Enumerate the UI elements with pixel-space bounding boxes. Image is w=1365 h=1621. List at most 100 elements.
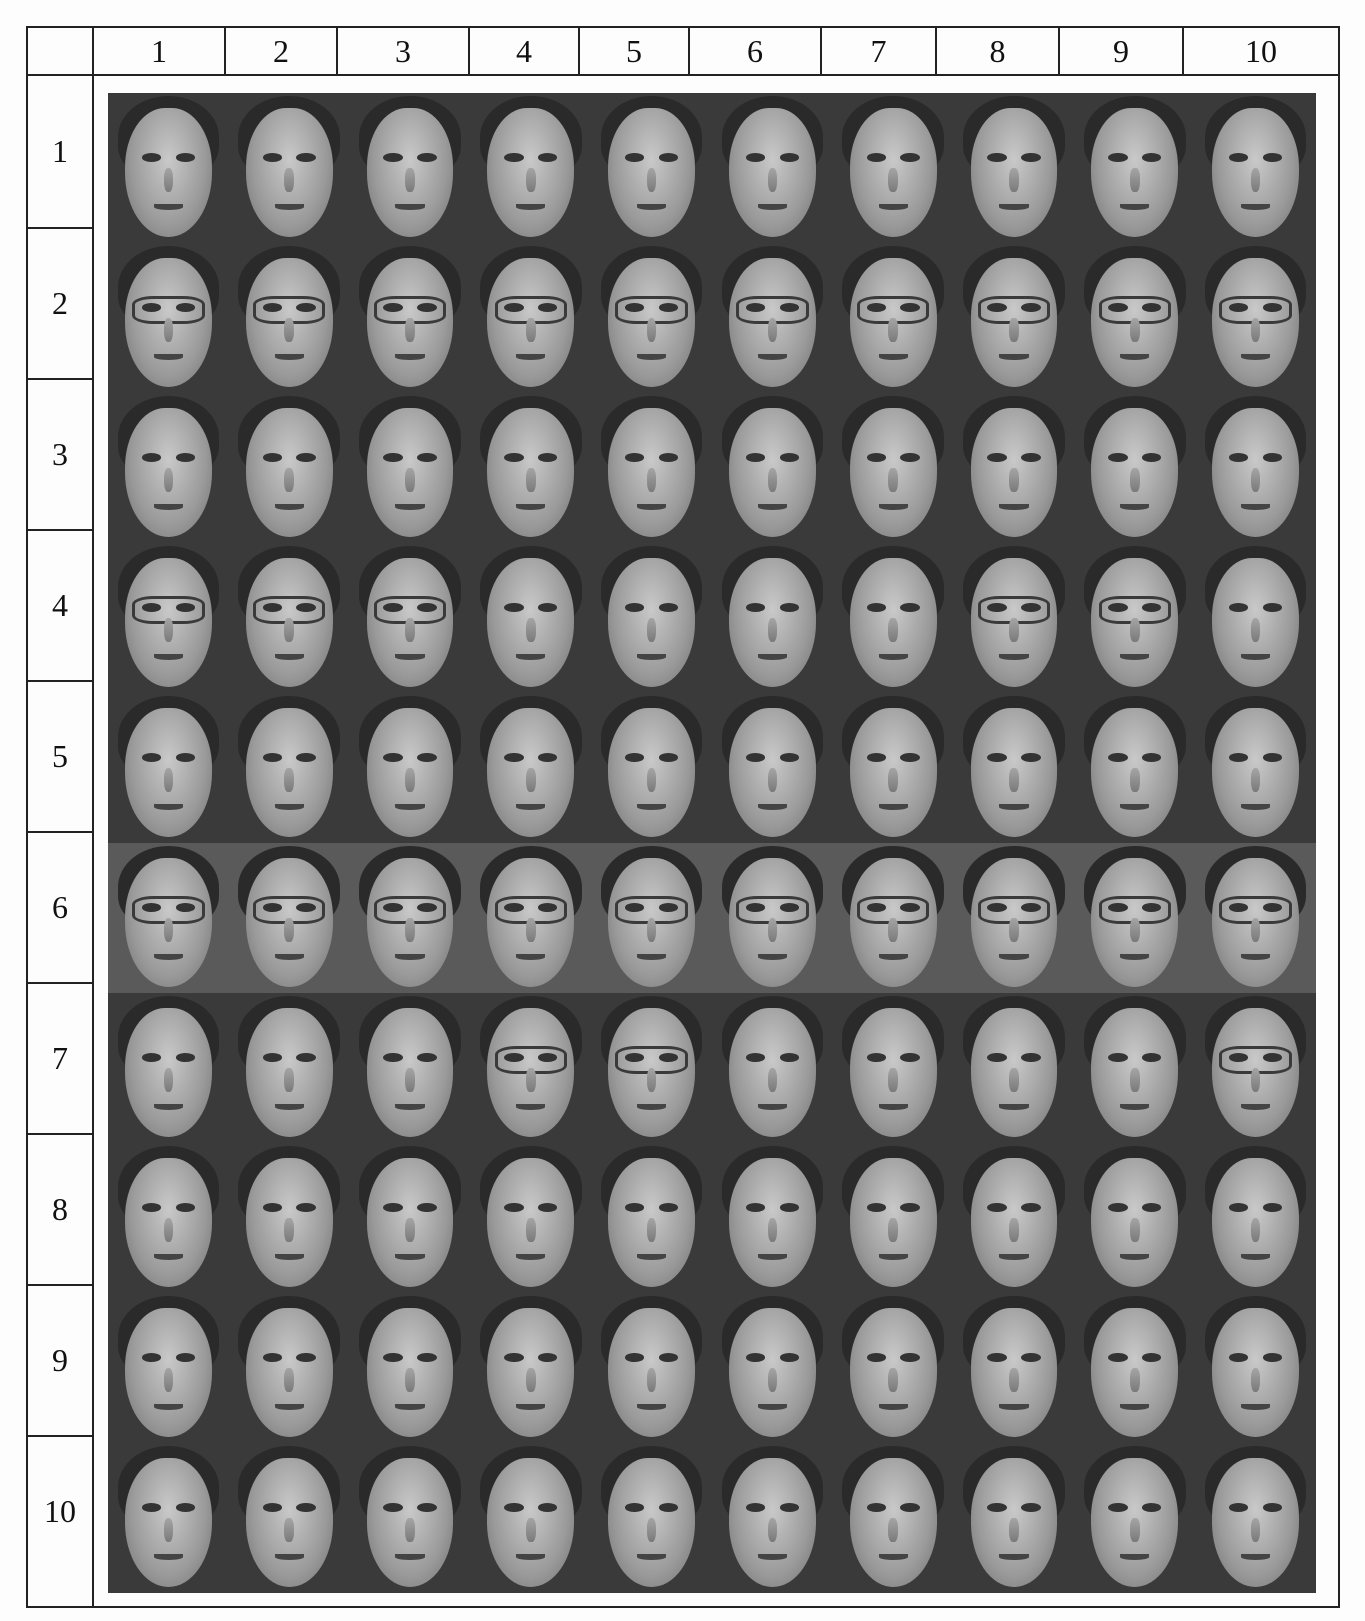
face-thumbnail xyxy=(833,693,954,843)
face-thumbnail xyxy=(108,393,229,543)
face-thumbnail xyxy=(712,93,833,243)
face-thumbnail xyxy=(954,93,1075,243)
face-row-3 xyxy=(108,393,1316,543)
column-header-6: 6 xyxy=(688,28,820,74)
face-row-7 xyxy=(108,993,1316,1143)
face-thumbnail xyxy=(470,993,591,1143)
face-thumbnail xyxy=(954,1143,1075,1293)
face-thumbnail xyxy=(108,93,229,243)
face-thumbnail xyxy=(833,1443,954,1593)
face-thumbnail xyxy=(712,843,833,993)
row-header-7: 7 xyxy=(28,982,92,1133)
face-thumbnail xyxy=(591,693,712,843)
face-thumbnail xyxy=(229,243,350,393)
face-thumbnail xyxy=(591,93,712,243)
column-header-3: 3 xyxy=(336,28,468,74)
face-thumbnail xyxy=(1195,393,1316,543)
face-thumbnail xyxy=(470,693,591,843)
face-thumbnail xyxy=(954,843,1075,993)
face-thumbnail xyxy=(833,243,954,393)
face-thumbnail xyxy=(229,1293,350,1443)
face-thumbnail xyxy=(470,1143,591,1293)
face-thumbnail xyxy=(712,393,833,543)
face-thumbnail xyxy=(954,243,1075,393)
face-thumbnail xyxy=(350,1143,471,1293)
face-thumbnail xyxy=(470,1443,591,1593)
face-thumbnail xyxy=(833,93,954,243)
face-thumbnail xyxy=(1074,1143,1195,1293)
row-header-3: 3 xyxy=(28,378,92,529)
face-thumbnail xyxy=(350,1443,471,1593)
face-thumbnail xyxy=(833,1293,954,1443)
face-thumbnail xyxy=(108,1143,229,1293)
face-thumbnail xyxy=(712,993,833,1143)
face-thumbnail xyxy=(833,993,954,1143)
face-thumbnail xyxy=(591,393,712,543)
face-thumbnail xyxy=(1074,1443,1195,1593)
face-thumbnail xyxy=(108,1293,229,1443)
column-header-5: 5 xyxy=(578,28,688,74)
face-thumbnail xyxy=(350,993,471,1143)
face-thumbnail xyxy=(229,693,350,843)
face-thumbnail xyxy=(712,693,833,843)
face-thumbnail xyxy=(591,1293,712,1443)
face-thumbnail xyxy=(350,543,471,693)
column-header-9: 9 xyxy=(1058,28,1182,74)
face-row-10 xyxy=(108,1443,1316,1593)
face-thumbnail xyxy=(108,543,229,693)
face-thumbnail xyxy=(470,243,591,393)
face-thumbnail xyxy=(954,393,1075,543)
row-header-4: 4 xyxy=(28,529,92,680)
face-thumbnail xyxy=(229,543,350,693)
face-thumbnail xyxy=(712,1443,833,1593)
face-thumbnail xyxy=(470,543,591,693)
face-thumbnail xyxy=(470,93,591,243)
face-thumbnail xyxy=(1074,843,1195,993)
row-header-10: 10 xyxy=(28,1435,92,1586)
row-header-6: 6 xyxy=(28,831,92,982)
face-thumbnail xyxy=(108,1443,229,1593)
column-header-row: 1 2 3 4 5 6 7 8 9 10 xyxy=(28,28,1338,76)
face-thumbnail xyxy=(712,543,833,693)
column-header-7: 7 xyxy=(820,28,935,74)
face-thumbnail xyxy=(1195,1443,1316,1593)
face-thumbnail xyxy=(591,243,712,393)
row-header-9: 9 xyxy=(28,1284,92,1435)
column-header-2: 2 xyxy=(224,28,336,74)
face-thumbnail xyxy=(1195,843,1316,993)
face-thumbnail xyxy=(1195,243,1316,393)
row-header-5: 5 xyxy=(28,680,92,831)
face-thumbnail xyxy=(350,93,471,243)
face-row-4 xyxy=(108,543,1316,693)
face-thumbnail xyxy=(954,993,1075,1143)
face-thumbnail xyxy=(229,1443,350,1593)
face-row-8 xyxy=(108,1143,1316,1293)
column-header-1: 1 xyxy=(92,28,224,74)
row-header-8: 8 xyxy=(28,1133,92,1284)
face-thumbnail xyxy=(1074,1293,1195,1443)
face-thumbnail xyxy=(350,1293,471,1443)
column-header-10: 10 xyxy=(1182,28,1338,74)
face-thumbnail xyxy=(1195,1293,1316,1443)
face-thumbnail xyxy=(350,393,471,543)
row-header-1: 1 xyxy=(52,133,68,169)
face-row-9 xyxy=(108,1293,1316,1443)
face-thumbnail xyxy=(833,543,954,693)
face-thumbnail xyxy=(712,243,833,393)
face-thumbnail xyxy=(591,1143,712,1293)
row-header-2: 2 xyxy=(28,227,92,378)
face-thumbnail xyxy=(1074,393,1195,543)
face-thumbnail xyxy=(591,843,712,993)
face-thumbnail xyxy=(1074,543,1195,693)
face-thumbnail xyxy=(954,693,1075,843)
face-thumbnail xyxy=(229,1143,350,1293)
face-thumbnail xyxy=(1074,993,1195,1143)
face-thumbnail xyxy=(954,1293,1075,1443)
face-thumbnail xyxy=(470,843,591,993)
face-thumbnail xyxy=(591,1443,712,1593)
face-thumbnail xyxy=(1195,543,1316,693)
face-grid-table: 1 2 3 4 5 6 7 8 9 10 1 2 3 4 5 6 7 8 9 10 xyxy=(26,26,1340,1608)
face-thumbnail xyxy=(1074,693,1195,843)
face-row-1 xyxy=(108,93,1316,243)
face-thumbnail xyxy=(954,543,1075,693)
